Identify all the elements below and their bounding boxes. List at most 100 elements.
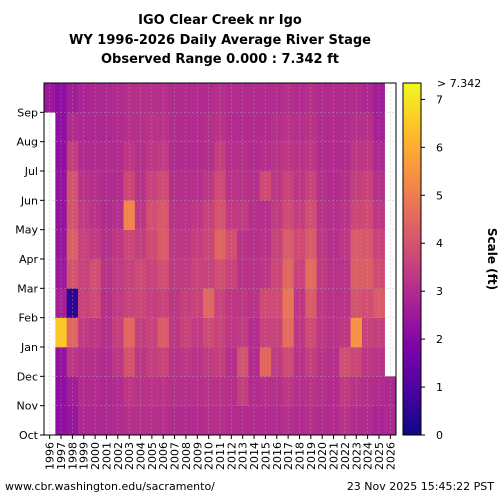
colorbar-tick-label-0: 0: [436, 429, 443, 442]
heatmap-cell-2015-jun: [259, 171, 272, 201]
colorbar-top-label: > 7.342: [437, 77, 481, 90]
heatmap-cell-2021-mar: [327, 259, 340, 289]
heatmap-cell-2025-sep: [373, 83, 385, 113]
x-tick-label-2007: 2007: [169, 442, 182, 470]
x-tick-label-2006: 2006: [157, 442, 170, 470]
x-tick-label-2016: 2016: [271, 442, 284, 470]
heatmap-cell-2005-jun: [146, 171, 158, 201]
chart-title-line-2: WY 1996-2026 Daily Average River Stage: [69, 33, 371, 48]
footer-url: www.cbr.washington.edu/sacramento/: [5, 480, 215, 493]
heatmap-cell-2025-dec: [373, 347, 385, 377]
heatmap-cell-2013-dec: [237, 347, 249, 377]
colorbar-ticks: 0 1 2 3 4 5 6 7: [421, 93, 443, 442]
heatmap-cell-1998-mar: [66, 259, 79, 289]
heatmap-cell-2010-sep: [202, 83, 215, 113]
x-tick-label-2004: 2004: [135, 442, 148, 470]
y-axis-ticks: Oct Nov Dec Jan Feb Mar Apr May Jun Jul Aug Sep: [15, 106, 44, 442]
heatmap-cell-2022-dec: [339, 347, 351, 377]
heatmap-cell-2002-sep: [112, 83, 124, 113]
heatmap-cell-2022-sep: [339, 83, 351, 113]
heatmap-cell-2015-sep: [259, 83, 272, 113]
heatmap-cell-1999-sep: [78, 83, 90, 113]
footer-timestamp: 23 Nov 2025 15:45:22 PST: [347, 480, 494, 493]
heatmap-cell-2017-jun: [282, 171, 295, 201]
heatmap-cell-2003-sep: [123, 83, 136, 113]
colorbar: [402, 82, 422, 436]
colorbar-tick-label-6: 6: [436, 141, 443, 154]
heatmap-cell-2016-mar: [271, 259, 283, 289]
heatmap-cell-1998-sep: [66, 83, 79, 113]
heatmap-cell-2019-sep: [305, 83, 317, 113]
heatmap-cell-2023-jun: [350, 171, 363, 201]
x-tick-label-1997: 1997: [55, 442, 68, 470]
heatmap-cell-2005-mar: [146, 259, 158, 289]
heatmap-cell-2018-jun: [293, 171, 306, 201]
heatmap-cell-2012-dec: [225, 347, 238, 377]
x-tick-label-2010: 2010: [203, 442, 216, 470]
heatmap-cell-2021-dec: [327, 347, 340, 377]
heatmap-cell-2017-dec: [282, 347, 295, 377]
heatmap-cell-2017-mar: [282, 259, 295, 289]
heatmap-cell-2007-sep: [168, 83, 181, 113]
heatmap-cell-2002-jun: [112, 171, 124, 201]
heatmap-cell-2005-sep: [146, 83, 158, 113]
y-tick-label-jun: Jun: [20, 194, 38, 207]
heatmap-cell-2022-jun: [339, 171, 351, 201]
heatmap-cell-2024-mar: [361, 259, 374, 289]
heatmap-cell-2011-sep: [214, 83, 226, 113]
heatmap-cell-2020-sep: [316, 83, 329, 113]
heatmap-cell-2012-sep: [225, 83, 238, 113]
x-tick-label-2005: 2005: [146, 442, 159, 470]
heatmap-cell-2007-jun: [168, 171, 181, 201]
x-tick-label-2003: 2003: [123, 442, 136, 470]
heatmap-cell-2021-sep: [327, 83, 340, 113]
heatmap-cell-2014-jun: [248, 171, 261, 201]
heatmap-cell-1998-dec: [66, 347, 79, 377]
x-tick-label-2014: 2014: [248, 442, 261, 470]
heatmap-cell-2020-jun: [316, 171, 329, 201]
y-tick-label-sep: Sep: [17, 106, 38, 119]
x-axis-ticks: 1996199719981999200020012002200320042005…: [44, 435, 397, 470]
heatmap-cell-2007-dec: [168, 347, 181, 377]
heatmap-cell-2011-dec: [214, 347, 226, 377]
x-tick-label-1998: 1998: [66, 442, 79, 470]
heatmap-cell-2000-sep: [89, 83, 102, 113]
heatmap-cell-2009-mar: [191, 259, 204, 289]
heatmap-cell-2022-mar: [339, 259, 351, 289]
heatmap-cell-2009-sep: [191, 83, 204, 113]
heatmap-cell-2001-jun: [100, 171, 113, 201]
heatmap-cell-2016-jun: [271, 171, 283, 201]
heatmap-cell-1998-jun: [66, 171, 79, 201]
y-tick-label-apr: Apr: [19, 253, 39, 266]
heatmap-cell-1999-mar: [78, 259, 90, 289]
heatmap-cell-2019-dec: [305, 347, 317, 377]
y-tick-label-feb: Feb: [19, 312, 38, 325]
chart-title-line-1: IGO Clear Creek nr Igo: [138, 13, 302, 28]
y-tick-label-dec: Dec: [17, 370, 38, 383]
colorbar-tick-label-5: 5: [436, 189, 443, 202]
heatmap-cell-2005-dec: [146, 347, 158, 377]
heatmap-cell-2010-dec: [202, 347, 215, 377]
heatmap-cell-2008-sep: [180, 83, 192, 113]
heatmap-cell-2023-sep: [350, 83, 363, 113]
heatmap-cell-2012-jun: [225, 171, 238, 201]
x-tick-label-2020: 2020: [316, 442, 329, 470]
heatmap-cell-2018-dec: [293, 347, 306, 377]
x-tick-label-2013: 2013: [237, 442, 250, 470]
grid-lines: [44, 83, 396, 435]
x-tick-label-2026: 2026: [384, 442, 397, 470]
x-tick-label-2022: 2022: [339, 442, 352, 470]
y-tick-label-jan: Jan: [20, 341, 38, 354]
y-tick-label-jul: Jul: [24, 165, 38, 178]
colorbar-tick-label-4: 4: [436, 237, 443, 250]
heatmap-cell-2025-mar: [373, 259, 385, 289]
x-tick-label-2018: 2018: [293, 442, 306, 470]
colorbar-label: Scale (ft): [485, 228, 499, 290]
x-tick-label-2023: 2023: [350, 442, 363, 470]
heatmap-cell-2004-jun: [134, 171, 147, 201]
heatmap-cell-2003-dec: [123, 347, 136, 377]
heatmap-cell-1997-dec: [55, 347, 67, 377]
x-tick-label-2002: 2002: [112, 442, 125, 470]
heatmap-cell-2024-jun: [361, 171, 374, 201]
